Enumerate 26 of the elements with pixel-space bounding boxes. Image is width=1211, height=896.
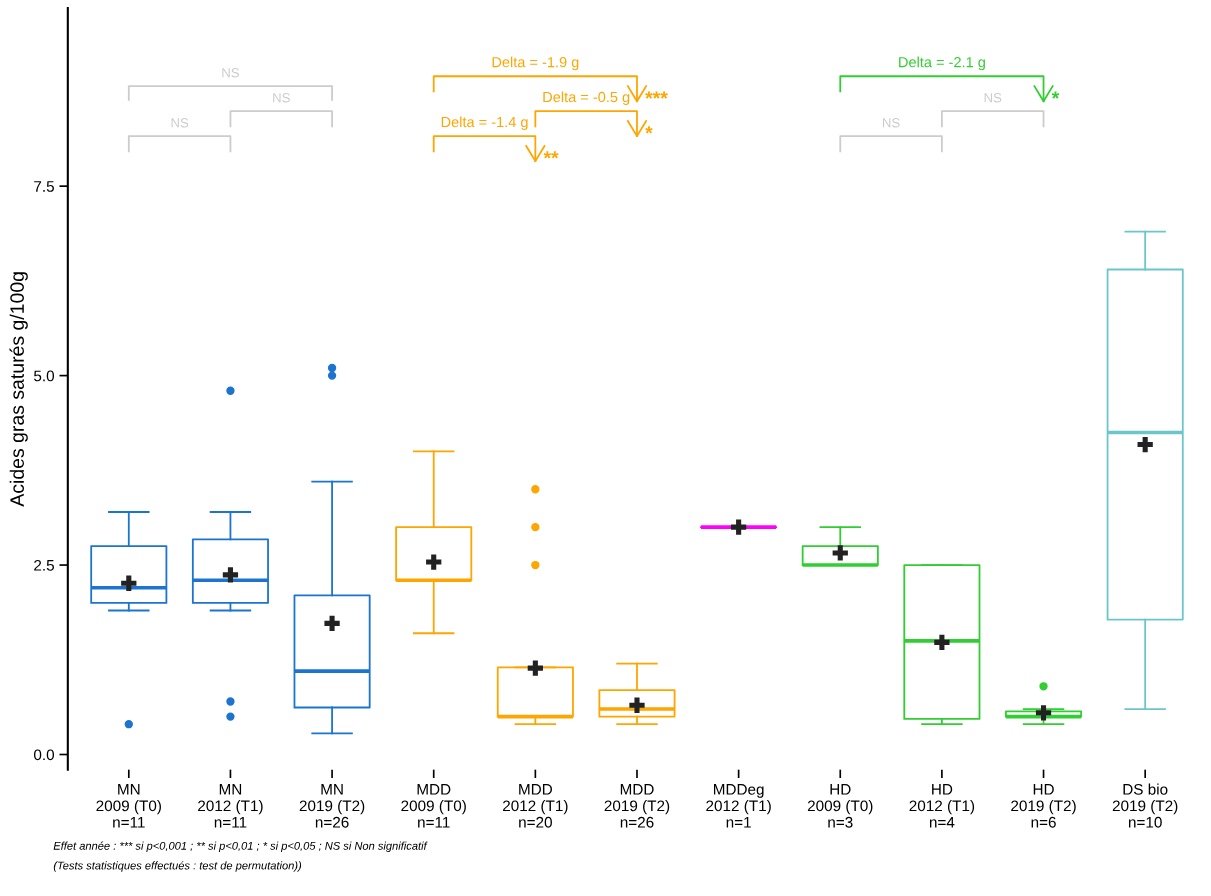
text: (Tests statistiques effectués : test de permutation)) xyxy=(53,861,302,872)
x-tick-label: DS bio 2019 (T2) n=10 xyxy=(1112,783,1178,828)
x-tick-label: HD 2019 (T2) n=6 xyxy=(1011,784,1076,828)
annotation: * xyxy=(1051,91,1060,99)
y-axis-title: Acides gras saturés g/100g xyxy=(9,272,28,507)
annotation: Delta = -2.1 g xyxy=(899,56,985,71)
text: Effet année : *** si p<0,001 ; ** si p<0,01 ; * si p<0,05 ; NS si Non significatif xyxy=(53,841,428,852)
x-tick-label: MN 2009 (T0) n=11 xyxy=(96,784,161,828)
annotation: Delta = -0.5 g xyxy=(543,91,630,106)
annotation: Delta = -1.9 g xyxy=(492,56,579,71)
y-tick-label: 7.5 xyxy=(34,181,54,192)
x-tick-label: MN 2012 (T1) n=11 xyxy=(198,784,263,828)
annotation: * xyxy=(645,126,653,134)
y-tick-label: 0.0 xyxy=(33,749,55,761)
y-tick-label: 5.0 xyxy=(34,370,55,382)
annotation: ** xyxy=(543,151,559,159)
annotation: Delta = -1.4 g xyxy=(441,116,528,131)
annotation: *** xyxy=(645,91,668,99)
x-tick-label: HD 2012 (T1) n=4 xyxy=(909,784,975,828)
x-tick-label: HD 2009 (T0) n=3 xyxy=(807,784,873,828)
x-tick-label: MN 2019 (T2) n=26 xyxy=(299,784,365,828)
x-tick-label: MDD 2019 (T2) n=26 xyxy=(604,784,670,828)
x-tick-label: MDD 2009 (T0) n=11 xyxy=(401,784,466,828)
x-tick-label: MDDeg 2012 (T1) n=1 xyxy=(706,784,771,828)
x-tick-label: MDD 2012 (T1) n=20 xyxy=(503,784,568,828)
y-tick-label: 2.5 xyxy=(34,559,54,571)
